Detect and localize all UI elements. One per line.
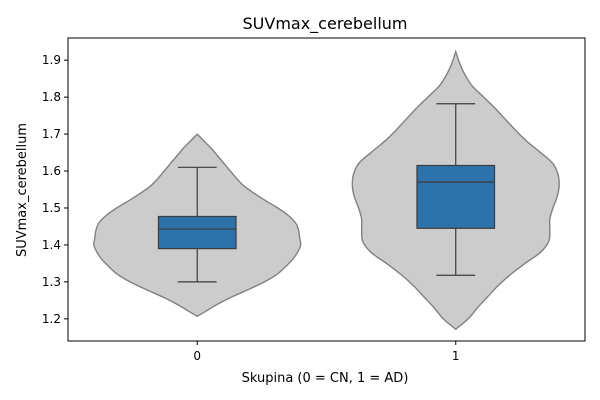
y-tick-label: 1.8: [42, 90, 61, 104]
y-tick-label: 1.3: [42, 275, 61, 289]
axes: 1.2 1.3 1.4 1.5 1.6 1.7 1.8 1.9 0 1: [42, 37, 586, 363]
y-axis-label: SUVmax_cerebellum: [15, 123, 30, 257]
plot-area: [93, 49, 560, 331]
x-tick-label: 0: [193, 349, 201, 363]
x-tick-label: 1: [452, 349, 460, 363]
chart-title: SUVmax_cerebellum: [243, 14, 408, 34]
y-tick-label: 1.6: [42, 164, 61, 178]
x-axis-label: Skupina (0 = CN, 1 = AD): [242, 371, 409, 386]
y-tick-label: 1.7: [42, 127, 61, 141]
y-tick-label: 1.4: [42, 238, 61, 252]
box-1: [416, 164, 496, 229]
y-tick-label: 1.2: [42, 312, 61, 326]
axes-frame: [67, 37, 586, 342]
y-tick-label: 1.5: [42, 201, 61, 215]
y-tick-label: 1.9: [42, 53, 61, 67]
box-0: [157, 215, 237, 250]
